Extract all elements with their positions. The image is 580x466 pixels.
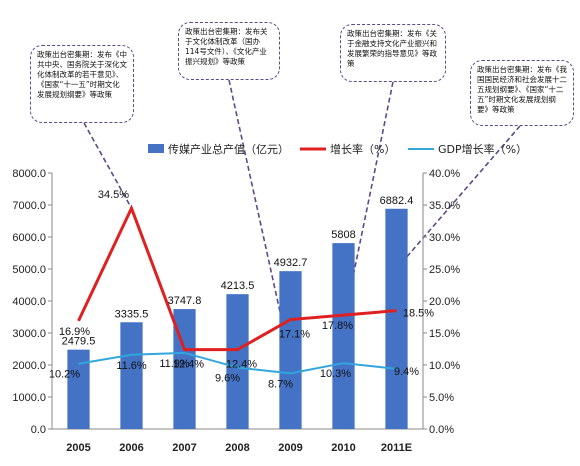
line-value-label: 11.9%	[159, 358, 190, 370]
line-value-label: 10.3%	[320, 368, 351, 380]
left-y-tick-label: 7000.0	[12, 200, 46, 212]
left-y-tick-label: 5000.0	[12, 264, 46, 276]
line-data-labels: 16.9% 34.5% 12.4% 12.4% 17.1% 17.8% 18.5% 10.2%…	[49, 189, 434, 390]
bar	[120, 322, 143, 429]
line-series	[77, 204, 397, 375]
right-y-tick-label: 25.0%	[429, 264, 460, 276]
left-y-tick-label: 0.0	[31, 424, 46, 436]
growth-rate-line	[77, 204, 397, 352]
right-y-tick-label: 35.0%	[429, 200, 460, 212]
policy-note-2010: 政策出台密集期：发布《关于金融支持文化产业振兴和发展繁荣的指导意见》等政策	[340, 24, 446, 82]
line-value-label: 34.5%	[98, 189, 129, 201]
x-tick-label: 2005	[66, 442, 90, 454]
bar	[332, 243, 355, 429]
bar-value-label: 4932.7	[274, 257, 308, 269]
bar-value-label: 3747.8	[168, 295, 202, 307]
x-tick-label: 2011E	[381, 442, 412, 454]
bar-data-labels: 2479.5 3335.5 3747.8 4213.5 4932.7 5808 6882.4	[62, 195, 414, 348]
policy-note-2009: 政策出台密集期：发布关于文化体制改革（国办114号文件）、《文化产业振兴规划》等…	[178, 22, 280, 80]
line-value-label: 8.7%	[268, 378, 293, 390]
legend-label-gdp: GDP增长率（%）	[438, 142, 527, 156]
right-y-tick-label: 5.0%	[429, 392, 454, 404]
line-value-label: 12.4%	[226, 359, 257, 371]
line-value-label: 17.1%	[279, 329, 310, 341]
bar	[385, 208, 408, 429]
chart-legend: 传媒产业总产值（亿元） 增长率（%） GDP增长率（%）	[148, 142, 527, 156]
bar-value-label: 2479.5	[62, 336, 96, 348]
annotation-leader-line	[83, 122, 133, 209]
bar-series	[67, 208, 408, 429]
x-tick-label: 2006	[119, 442, 143, 454]
right-y-tick-label: 15.0%	[429, 328, 460, 340]
right-y-tick-label: 10.0%	[429, 360, 460, 372]
chart-axes: 0.0 1000.0 2000.0 3000.0 4000.0 5000.0 6000.0 7…	[12, 168, 460, 454]
line-value-label: 16.9%	[59, 326, 90, 338]
right-y-tick-label: 20.0%	[429, 296, 460, 308]
x-tick-label: 2009	[278, 442, 302, 454]
line-value-label: 18.5%	[403, 308, 434, 320]
right-y-tick-label: 0.0%	[429, 424, 454, 436]
bar-value-label: 5808	[331, 229, 355, 241]
policy-note-2011e: 政策出台密集期：发布《我国国民经济和社会发展十二五规划纲要》、《国家“十二五”时…	[470, 60, 574, 126]
left-y-tick-label: 8000.0	[12, 168, 46, 180]
bar	[67, 349, 90, 429]
left-y-tick-label: 2000.0	[12, 360, 46, 372]
left-y-tick-label: 3000.0	[12, 328, 46, 340]
line-value-label: 9.4%	[394, 366, 419, 378]
annotation-leader-lines	[83, 79, 521, 360]
line-value-label: 17.8%	[322, 320, 353, 332]
legend-label-output: 传媒产业总产值（亿元）	[168, 142, 289, 156]
x-tick-label: 2008	[225, 442, 249, 454]
line-value-label: 12.4%	[173, 359, 204, 371]
policy-note-2006: 政策出台密集期：发布《中共中央、国务院关于深化文化体制改革的若干意见》、《国家“…	[30, 45, 134, 123]
bar-value-label: 3335.5	[115, 308, 149, 320]
left-y-tick-label: 1000.0	[12, 392, 46, 404]
legend-swatch-output	[148, 144, 164, 153]
left-y-tick-label: 6000.0	[12, 232, 46, 244]
left-y-tick-label: 4000.0	[12, 296, 46, 308]
line-value-label: 11.6%	[116, 360, 147, 372]
right-y-tick-label: 40.0%	[429, 168, 460, 180]
right-y-tick-label: 30.0%	[429, 232, 460, 244]
bar	[226, 294, 249, 429]
x-tick-label: 2010	[331, 442, 355, 454]
bar-value-label: 4213.5	[221, 280, 255, 292]
line-value-label: 10.2%	[49, 369, 80, 381]
bar	[279, 271, 302, 429]
gdp-growth-line	[78, 351, 397, 375]
bar-value-label: 6882.4	[380, 195, 414, 207]
annotation-leader-line	[342, 81, 394, 324]
x-tick-label: 2007	[172, 442, 196, 454]
legend-label-growth: 增长率（%）	[330, 142, 395, 156]
line-value-label: 9.6%	[215, 373, 240, 385]
